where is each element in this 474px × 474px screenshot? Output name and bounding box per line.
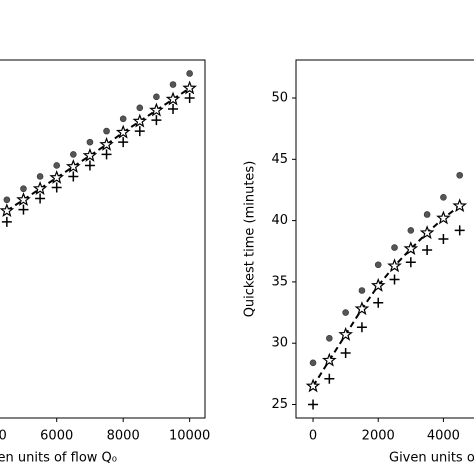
plus-marker	[356, 322, 367, 333]
dot-marker	[309, 359, 317, 367]
plus-marker	[184, 93, 195, 104]
star-marker	[305, 378, 321, 393]
plus-marker	[308, 399, 319, 410]
dot-marker	[423, 211, 431, 218]
dot-marker	[186, 70, 193, 77]
dot-marker	[326, 335, 333, 342]
plus-marker	[101, 149, 112, 160]
dot-marker	[391, 244, 398, 251]
star-marker	[32, 181, 48, 195]
dot-marker	[20, 185, 27, 193]
y-tick-label: 50	[271, 91, 288, 106]
plus-marker	[51, 182, 62, 193]
dot-marker	[136, 104, 144, 112]
plus-marker	[84, 160, 95, 171]
star-marker	[165, 91, 181, 106]
plus-marker	[454, 225, 465, 236]
dot-marker	[86, 138, 94, 146]
plus-marker	[340, 348, 351, 359]
plus-marker	[118, 137, 129, 148]
plus-marker	[35, 193, 46, 204]
dot-marker	[374, 261, 382, 269]
x-tick-label: 0	[309, 429, 317, 444]
dot-marker	[407, 227, 415, 234]
dot-marker	[119, 115, 127, 123]
y-tick-label: 25	[271, 397, 288, 412]
x-axis-label: Given units of flow Q₀	[0, 451, 117, 466]
axes-frame	[0, 59, 206, 419]
dot-marker	[440, 194, 447, 201]
fit-line	[312, 205, 461, 387]
dot-marker	[70, 151, 77, 158]
dot-marker	[456, 171, 464, 179]
star-marker	[370, 277, 386, 292]
fit-line	[6, 87, 191, 212]
dot-marker	[358, 287, 366, 294]
plus-marker	[438, 234, 449, 244]
x-tick-label: 4000	[427, 429, 460, 444]
dot-marker	[103, 127, 110, 135]
y-tick-label: 45	[271, 152, 288, 167]
star-marker	[387, 258, 402, 273]
axes-frame	[295, 59, 474, 419]
y-tick-label: 30	[271, 336, 288, 351]
star-marker	[99, 136, 114, 151]
star-marker	[322, 352, 337, 367]
plus-marker	[1, 216, 12, 227]
y-tick-label: 40	[271, 213, 288, 228]
plus-marker	[151, 115, 162, 126]
star-marker	[182, 80, 197, 95]
x-tick-label: 2000	[362, 429, 395, 444]
x-tick-label: 8000	[107, 429, 140, 444]
y-axis-label: Quickest time (minutes)	[243, 161, 258, 318]
plus-marker	[405, 257, 416, 268]
y-tick-label: 35	[271, 274, 288, 289]
star-marker	[115, 124, 131, 139]
star-marker	[436, 210, 451, 225]
dot-marker	[342, 309, 349, 316]
plus-marker	[18, 204, 29, 215]
star-marker	[354, 301, 370, 316]
dot-marker	[153, 93, 160, 101]
plus-marker	[389, 274, 400, 285]
star-marker	[132, 113, 148, 128]
star-marker	[0, 203, 15, 218]
star-marker	[338, 326, 353, 341]
star-marker	[419, 225, 435, 240]
x-axis-label: Given units of flow Q₀	[389, 451, 474, 466]
star-marker	[16, 192, 31, 207]
star-marker	[49, 169, 65, 184]
x-tick-label: 6000	[40, 429, 73, 444]
star-marker	[403, 241, 419, 256]
plus-marker	[68, 171, 79, 182]
plus-marker	[324, 373, 335, 384]
dot-marker	[169, 81, 177, 88]
dot-marker	[3, 196, 11, 204]
dot-marker	[53, 162, 61, 169]
x-tick-label: 10000	[169, 429, 210, 444]
star-marker	[82, 147, 98, 162]
plus-marker	[134, 126, 145, 137]
star-marker	[149, 102, 164, 117]
plus-marker	[422, 245, 433, 256]
star-marker	[65, 158, 81, 173]
dot-marker	[36, 173, 44, 180]
star-marker	[452, 198, 468, 213]
plus-marker	[373, 297, 384, 308]
plus-marker	[168, 104, 179, 115]
x-tick-label: 4000	[0, 429, 7, 444]
